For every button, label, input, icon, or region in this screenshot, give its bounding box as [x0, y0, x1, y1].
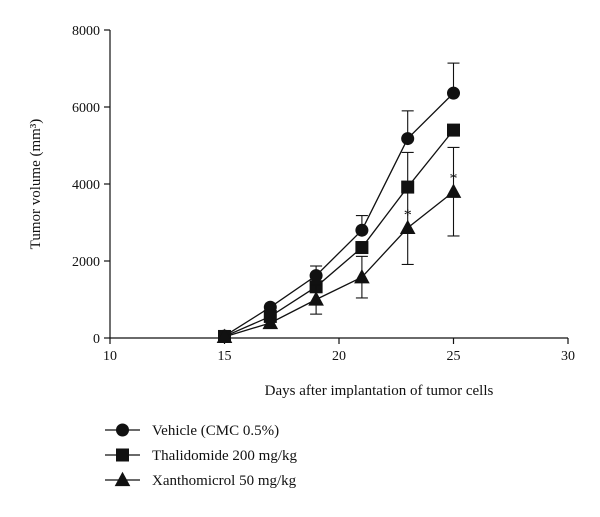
x-tick-label: 30	[561, 349, 575, 364]
data-point-circle	[401, 132, 415, 146]
data-point-circle	[116, 423, 129, 437]
data-point-circle	[355, 223, 369, 237]
data-point-triangle	[308, 291, 324, 306]
y-tick-label: 2000	[72, 255, 100, 270]
axes: 10 15 20 25 30 0 2000 4000 6000 8000 Days after im…	[28, 24, 575, 399]
data-point-triangle	[354, 268, 370, 284]
x-tick-label: 15	[218, 349, 232, 364]
series-square	[218, 123, 460, 343]
y-tick-label: 8000	[72, 24, 100, 39]
y-tick-label: 0	[93, 332, 100, 347]
data-point-triangle	[216, 328, 233, 343]
data-point-triangle	[114, 471, 131, 487]
legend-label: Vehicle (CMC 0.5%)	[152, 423, 279, 439]
series-circle	[218, 62, 460, 343]
legend-item: Xanthomicrol 50 mg/kg	[105, 471, 297, 489]
series-line	[224, 191, 454, 338]
data-point-circle	[309, 269, 323, 283]
x-tick-label: 20	[332, 349, 346, 364]
data-point-square	[401, 180, 415, 194]
legend-label: Thalidomide 200 mg/kg	[152, 448, 297, 464]
significance-star: *	[404, 207, 412, 224]
plot-area: **	[216, 62, 462, 343]
data-point-square	[355, 241, 369, 255]
significance-star: *	[450, 171, 458, 188]
data-point-square	[447, 123, 460, 137]
x-tick-label: 25	[447, 349, 461, 364]
legend-item: Vehicle (CMC 0.5%)	[105, 423, 279, 439]
x-tick-label: 10	[103, 349, 117, 364]
legend: Vehicle (CMC 0.5%) Thalidomide 200 mg/kg X…	[105, 423, 297, 489]
series-line	[224, 92, 454, 337]
y-tick-label: 4000	[72, 178, 100, 193]
data-point-circle	[447, 86, 460, 100]
series-line	[224, 129, 455, 338]
legend-label: Xanthomicrol 50 mg/kg	[152, 473, 297, 489]
data-point-square	[116, 448, 129, 462]
data-point-triangle	[445, 183, 462, 198]
y-axis-title: Tumor volume (mm³)	[28, 119, 44, 250]
data-point-triangle	[399, 219, 416, 235]
series-triangle	[216, 146, 462, 343]
legend-item: Thalidomide 200 mg/kg	[105, 448, 297, 464]
x-axis-title: Days after implantation of tumor cells	[265, 383, 494, 399]
y-tick-label: 6000	[72, 101, 100, 116]
data-point-triangle	[262, 314, 279, 330]
